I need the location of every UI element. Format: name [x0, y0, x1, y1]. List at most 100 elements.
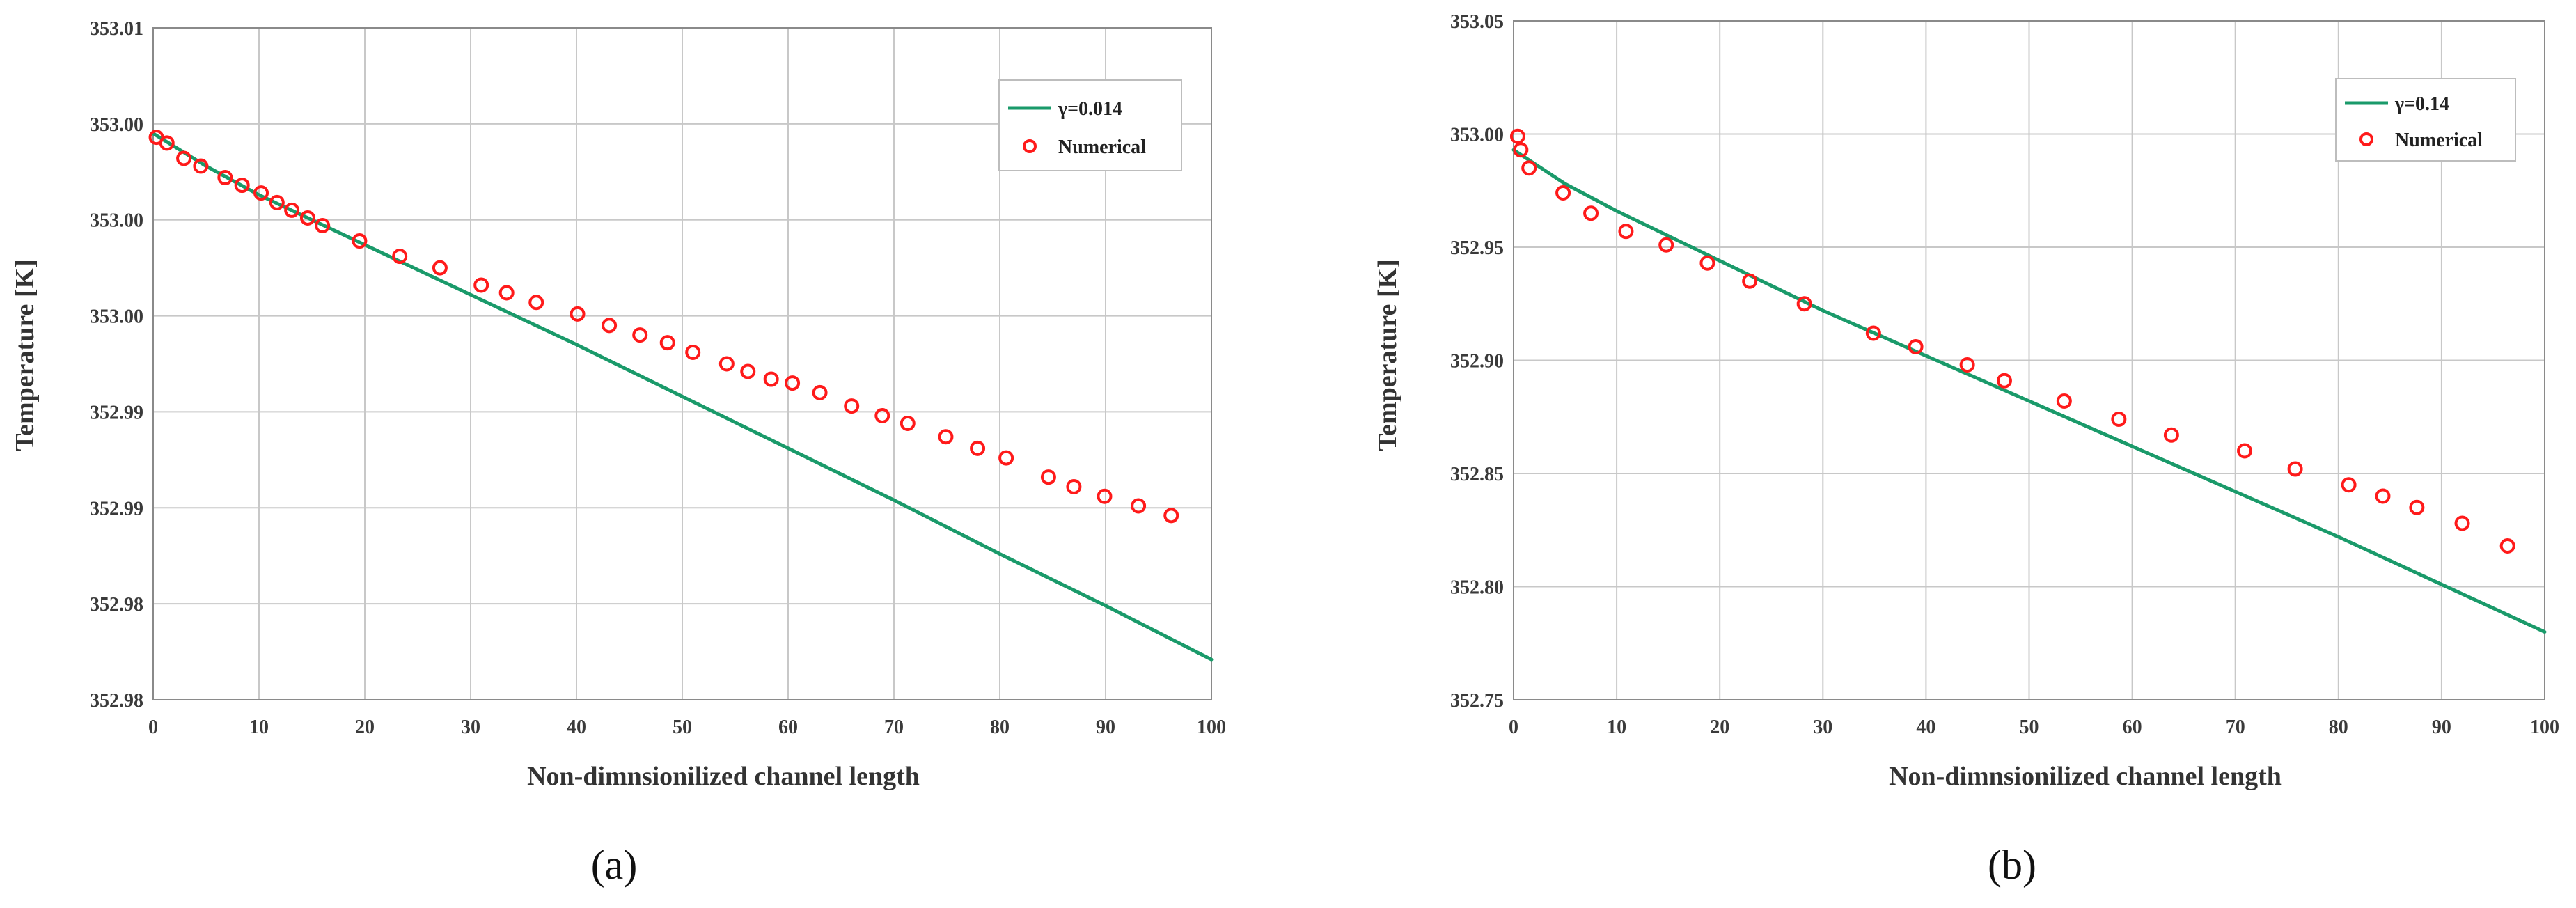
chart-b-numerical-point: [2056, 393, 2072, 409]
chart-a-numerical-point: [740, 363, 756, 379]
chart-a-numerical-point: [392, 249, 408, 265]
chart-b-legend-label-numerical: Numerical: [2395, 130, 2483, 151]
chart-a-y-tick-label: 352.98: [90, 594, 143, 616]
chart-a-numerical-point: [718, 356, 735, 372]
chart-a-x-tick-label: 20: [355, 717, 375, 738]
chart-a-x-axis-label: Non-dimnsionilized channel length: [527, 762, 920, 791]
chart-b-numerical-point: [1908, 339, 1924, 354]
chart-a-numerical-point: [352, 233, 368, 249]
chart-a-legend-box: [998, 79, 1182, 171]
chart-a-legend-marker-swatch: [1023, 139, 1037, 153]
chart-a-numerical-point: [570, 306, 586, 322]
chart-b-numerical-point: [2163, 427, 2179, 443]
chart-a-numerical-point: [315, 217, 331, 233]
chart-b-x-tick-label: 70: [2226, 717, 2245, 738]
chart-b-y-tick-label: 352.75: [1450, 690, 1504, 712]
chart-b-legend-marker-swatch: [2359, 132, 2373, 146]
chart-b-y-tick-label: 352.80: [1450, 577, 1504, 599]
chart-a-x-tick-label: 0: [148, 717, 158, 738]
chart-b-numerical-point: [2237, 443, 2253, 459]
chart-b-y-tick-label: 353.00: [1450, 125, 1504, 146]
chart-a-numerical-point: [1097, 488, 1113, 504]
chart-b-series: [1509, 128, 2547, 634]
chart-a-x-ticks: 0 10 20 30 40 50 60 70 80 90 100: [148, 717, 1226, 738]
chart-a-numerical-point: [473, 277, 489, 293]
chart-b-numerical-point: [2287, 461, 2303, 477]
chart-b-numerical-point: [1699, 255, 1715, 271]
chart-a-numerical-point: [234, 178, 250, 194]
chart-b-y-tick-label: 352.90: [1450, 351, 1504, 373]
chart-a-fit-line: [151, 132, 1214, 662]
chart-b-y-ticks: 352.75 352.80 352.85 352.90 352.95 353.00 353.…: [1450, 11, 1504, 712]
chart-b-numerical-point: [1658, 237, 1674, 253]
chart-a-numerical-point: [900, 415, 916, 431]
chart-b-numerical-point: [2111, 412, 2127, 427]
chart-a-legend-label-fit: γ=0.014: [1058, 98, 1122, 120]
chart-a-numerical-point: [159, 135, 175, 151]
chart-b-legend-box: [2335, 78, 2516, 162]
chart-b-axes: [1513, 20, 2545, 700]
chart-a-axes: [152, 27, 1212, 700]
chart-a-y-tick-label: 352.99: [90, 498, 143, 519]
chart-b-x-tick-label: 20: [1710, 717, 1729, 738]
chart-a-numerical-point: [970, 440, 986, 456]
chart-b-x-tick-label: 10: [1607, 717, 1626, 738]
chart-a-numerical-point: [1066, 478, 1082, 494]
chart-a-numerical-point: [874, 407, 890, 423]
chart-b-x-tick-label: 80: [2329, 717, 2348, 738]
chart-a-numerical-point: [528, 295, 544, 311]
chart-a-y-axis-label: Temperature [K]: [10, 259, 40, 451]
chart-a-y-tick-label: 352.99: [90, 402, 143, 423]
chart-a-numerical-point: [1131, 498, 1147, 514]
chart-b-numerical-point: [1865, 325, 1881, 341]
chart-a-numerical-point: [1163, 508, 1179, 524]
chart-a-numerical-point: [498, 285, 515, 301]
chart-b-numerical-point: [1583, 205, 1599, 221]
chart-b-numerical-point: [2409, 499, 2425, 515]
chart-b-y-axis-label: Temperature [K]: [1373, 259, 1402, 451]
chart-a-numerical-point: [632, 327, 648, 343]
chart-a-numerical-point: [785, 375, 801, 391]
chart-b-legend-label-fit: γ=0.14: [2394, 93, 2449, 115]
chart-b-y-tick-label: 352.95: [1450, 237, 1504, 259]
chart-a-y-ticks: 352.98 352.98 352.99 352.99 353.00 353.00 353.…: [90, 18, 143, 712]
chart-b-numerical-point: [1555, 185, 1571, 201]
chart-a-numerical-point: [253, 185, 269, 201]
chart-a-numerical-point: [938, 429, 954, 445]
chart-a-numerical-point: [1040, 469, 1056, 485]
chart-a-x-tick-label: 70: [884, 717, 904, 738]
chart-a-numerical-point: [432, 260, 448, 276]
chart-a-y-tick-label: 353.00: [90, 210, 143, 232]
chart-b-fit-line: [1511, 148, 2547, 634]
chart-b-x-tick-label: 60: [2123, 717, 2142, 738]
chart-a-y-tick-label: 353.00: [90, 306, 143, 328]
chart-a-numerical-point: [659, 335, 675, 351]
chart-b: 0 10 20 30 40 50 60 70 80 90 100 352.75 352.80 352.8…: [1373, 11, 2559, 888]
chart-b-x-tick-label: 100: [2530, 717, 2559, 738]
chart-b-y-tick-label: 352.85: [1450, 464, 1504, 485]
chart-b-numerical-point: [1742, 273, 1758, 289]
chart-a: 0 10 20 30 40 50 60 70 80 90 100 352.98352.98352.9…: [10, 18, 1226, 888]
chart-a-x-tick-label: 50: [673, 717, 692, 738]
chart-b-x-tick-label: 50: [2020, 717, 2039, 738]
chart-b-x-tick-label: 30: [1813, 717, 1832, 738]
chart-a-numerical-point: [685, 344, 701, 360]
chart-b-numerical-point: [1996, 373, 2012, 389]
chart-a-legend: γ=0.014 Numerical: [998, 79, 1182, 171]
chart-b-x-tick-label: 0: [1509, 717, 1518, 738]
chart-a-numerical-point: [193, 158, 209, 174]
chart-b-numerical-point: [1513, 142, 1529, 158]
chart-b-numerical-point: [2499, 538, 2515, 554]
chart-b-numerical-point: [1509, 128, 1525, 144]
chart-b-x-axis-label: Non-dimnsionilized channel length: [1889, 762, 2282, 791]
chart-b-numerical-point: [2375, 488, 2391, 504]
chart-a-legend-label-numerical: Numerical: [1058, 136, 1146, 158]
chart-b-y-tick-label: 353.05: [1450, 11, 1504, 33]
chart-b-numerical-point: [2454, 515, 2470, 531]
chart-a-numerical-point: [269, 194, 285, 210]
chart-a-numerical-point: [217, 170, 233, 186]
chart-a-numerical-point: [602, 318, 618, 334]
chart-b-numerical-point: [1521, 160, 1537, 176]
chart-a-numerical-point: [763, 371, 779, 387]
